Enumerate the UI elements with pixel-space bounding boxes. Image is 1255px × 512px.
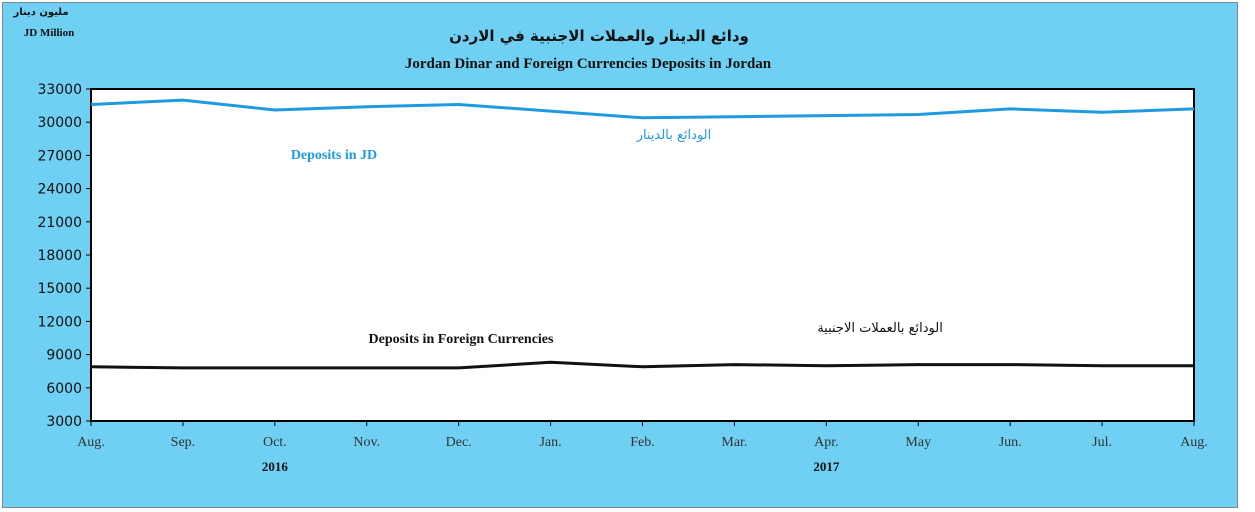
series-label-jd: Deposits in JD <box>291 148 377 163</box>
y-tick-label: 21000 <box>37 215 82 231</box>
series-label-foreign-arabic: الودائع بالعملات الاجنبية <box>817 321 943 336</box>
x-tick-label: Feb. <box>630 435 655 450</box>
y-axis-ticks: 3000 6000 9000 12000 15000 18000 21000 24000 270… <box>37 82 91 430</box>
y-tick-label: 24000 <box>37 182 82 198</box>
y-axis-unit-arabic: مليون دينار <box>12 7 68 18</box>
y-tick-label: 30000 <box>37 115 82 131</box>
y-axis-unit-label: JD Million <box>24 27 74 39</box>
x-tick-label: Mar. <box>721 435 747 450</box>
chart-svg: مليون دينار JD Million ودائع الدينار وال… <box>12 7 1208 474</box>
series-label-foreign: Deposits in Foreign Currencies <box>369 332 555 347</box>
chart-title-arabic: ودائع الدينار والعملات الاجنبية في الارد… <box>449 27 749 45</box>
x-tick-label: Jan. <box>539 435 561 450</box>
y-tick-label: 6000 <box>46 381 82 397</box>
x-tick-label: Oct. <box>263 435 287 450</box>
x-tick-label: Aug. <box>1180 435 1208 450</box>
y-tick-label: 12000 <box>37 314 82 330</box>
series-label-jd-arabic: الودائع بالدينار <box>636 128 712 143</box>
x-tick-label: Apr. <box>814 435 839 450</box>
chart-panel: مليون دينار JD Million ودائع الدينار وال… <box>2 2 1238 508</box>
y-tick-label: 27000 <box>37 148 82 164</box>
year-label-2016: 2016 <box>262 459 289 474</box>
x-tick-label: May <box>905 435 931 450</box>
x-tick-label: Nov. <box>353 435 380 450</box>
y-tick-label: 33000 <box>37 82 82 98</box>
x-tick-label: Aug. <box>77 435 105 450</box>
y-tick-label: 3000 <box>46 414 82 430</box>
year-label-2017: 2017 <box>813 459 840 474</box>
x-tick-label: Sep. <box>171 435 196 450</box>
y-tick-label: 18000 <box>37 248 82 264</box>
chart-title: Jordan Dinar and Foreign Currencies Depo… <box>405 56 772 72</box>
y-tick-label: 15000 <box>37 281 82 297</box>
x-tick-label: Dec. <box>446 435 472 450</box>
x-tick-label: Jul. <box>1092 435 1112 450</box>
y-tick-label: 9000 <box>46 348 82 364</box>
x-tick-label: Jun. <box>999 435 1022 450</box>
x-axis-ticks: Aug. Sep. Oct. Nov. Dec. Jan. Feb. Mar. Apr. May J… <box>77 421 1208 450</box>
series-lines <box>90 98 1195 370</box>
